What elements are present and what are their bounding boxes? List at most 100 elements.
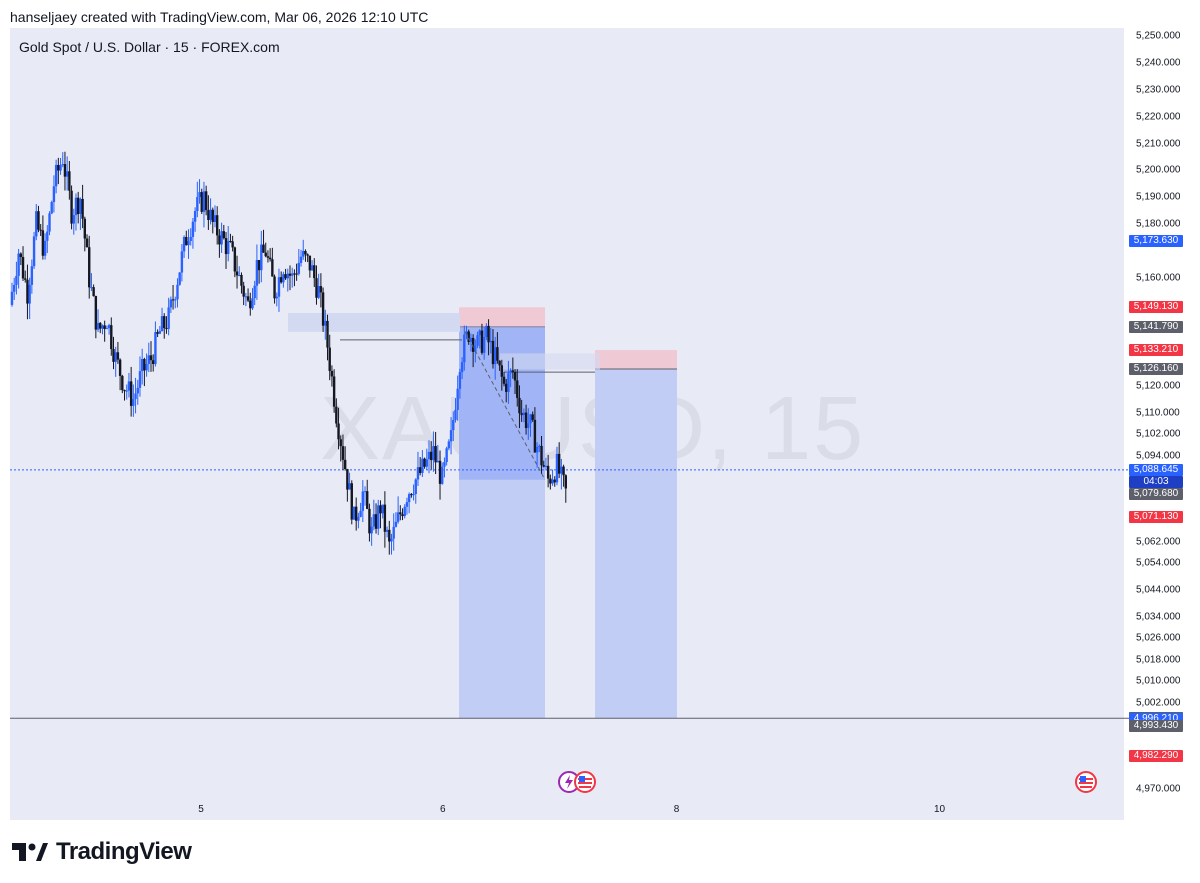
candle-body <box>284 274 287 279</box>
tradingview-logo[interactable]: TradingView <box>12 838 192 866</box>
candle-body <box>92 287 95 297</box>
candle-body <box>352 506 356 520</box>
candle-body <box>562 466 565 476</box>
candle-body <box>374 514 378 529</box>
candle-body <box>425 459 428 467</box>
candle-body <box>227 240 230 255</box>
x-tick-label: 8 <box>673 804 680 815</box>
price-badge: 5,173.630 <box>1129 235 1183 248</box>
candle-body <box>546 465 550 479</box>
candle-body <box>313 265 316 279</box>
candle-body <box>178 272 181 285</box>
y-tick-label: 5,026.000 <box>1136 632 1181 644</box>
candle-body <box>557 453 561 474</box>
candle-body <box>432 446 435 461</box>
y-tick-label: 5,210.000 <box>1136 138 1181 150</box>
candle-body <box>107 325 111 329</box>
candle-body <box>116 352 120 360</box>
candle-body <box>147 355 150 364</box>
chart-title: Gold Spot / U.S. Dollar · 15 · FOREX.com <box>19 39 280 55</box>
candle-body <box>522 412 526 416</box>
candle-body <box>57 164 60 171</box>
candle-body <box>138 371 142 388</box>
price-chart-svg[interactable] <box>10 28 1134 820</box>
candle-body <box>447 441 451 449</box>
candle-body <box>275 296 278 299</box>
y-tick-label: 4,970.000 <box>1136 783 1181 795</box>
candle-body <box>85 238 89 248</box>
candle-body <box>43 240 47 256</box>
candle-body <box>306 254 309 256</box>
tradingview-logo-icon <box>12 843 48 861</box>
candle-body <box>471 337 475 352</box>
candle-body <box>500 365 504 377</box>
y-tick-label: 5,010.000 <box>1136 675 1181 687</box>
price-axis[interactable] <box>1124 28 1200 820</box>
candle-body <box>218 235 221 245</box>
candle-body <box>535 446 539 453</box>
candle-body <box>396 512 400 522</box>
candle-body <box>458 372 462 389</box>
candle-body <box>496 347 499 361</box>
candle-body <box>511 370 515 373</box>
candle-body <box>160 316 164 332</box>
candle-body <box>454 409 457 420</box>
us-flag-event-icon-future[interactable] <box>1075 771 1097 793</box>
candle-body <box>493 347 497 365</box>
candle-body <box>52 186 56 203</box>
candle-body <box>39 229 42 231</box>
candle-body <box>30 266 34 285</box>
candle-body <box>456 388 459 410</box>
candle-body <box>211 209 214 222</box>
candle-body <box>158 331 162 334</box>
candle-body <box>35 211 38 237</box>
y-tick-label: 5,190.000 <box>1136 191 1181 203</box>
candle-body <box>412 493 415 496</box>
candle-body <box>129 381 133 406</box>
candle-body <box>10 291 14 305</box>
candle-body <box>564 475 567 489</box>
candle-body <box>319 286 323 293</box>
candle-body <box>13 284 16 292</box>
trend-dashed-line <box>464 331 546 480</box>
candle-body <box>291 273 294 276</box>
y-tick-label: 5,062.000 <box>1136 536 1181 548</box>
y-tick-label: 5,240.000 <box>1136 57 1181 69</box>
candle-body <box>441 466 444 484</box>
y-tick-label: 5,094.000 <box>1136 450 1181 462</box>
candle-body <box>19 253 23 257</box>
candle-body <box>520 413 523 416</box>
candle-body <box>99 322 102 329</box>
candle-body <box>229 240 232 242</box>
candle-body <box>83 218 87 239</box>
candle-body <box>132 399 135 406</box>
candle-body <box>478 330 481 336</box>
y-tick-label: 5,180.000 <box>1136 218 1181 230</box>
candle-body <box>279 277 283 283</box>
candle-body <box>262 244 265 253</box>
candle-body <box>302 251 305 257</box>
symbol-watermark: XAUUSD, 15 <box>320 379 866 479</box>
candle-body <box>502 376 506 384</box>
us-flag-event-icon[interactable] <box>574 771 596 793</box>
candle-body <box>127 381 131 391</box>
candle-body <box>350 483 353 520</box>
candle-body <box>59 165 62 171</box>
candle-body <box>17 253 20 276</box>
candle-body <box>118 359 122 376</box>
candle-body <box>324 320 327 326</box>
candle-body <box>266 256 270 258</box>
candle-body <box>299 256 303 263</box>
candle-body <box>330 370 334 377</box>
candle-body <box>463 334 466 363</box>
x-tick-label: 10 <box>933 804 946 815</box>
candle-body <box>533 419 537 453</box>
candle-body <box>346 469 349 490</box>
chart-area[interactable] <box>10 28 1134 820</box>
candle-body <box>407 494 411 503</box>
candle-body <box>399 512 402 515</box>
candle-body <box>215 215 219 236</box>
candle-body <box>222 231 226 239</box>
candle-body <box>48 213 51 232</box>
candle-body <box>540 445 543 466</box>
